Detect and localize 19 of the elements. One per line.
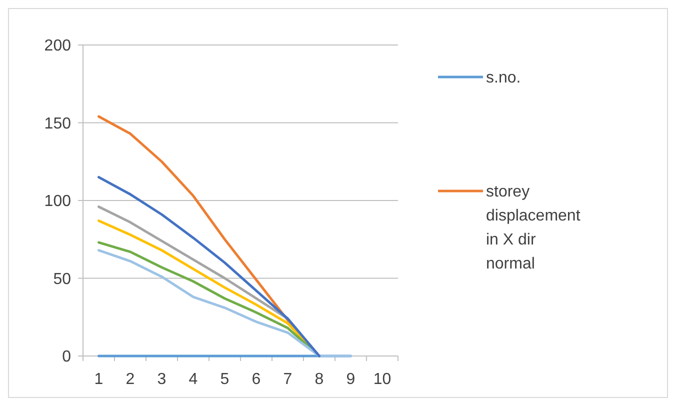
x-tick-label: 2	[126, 371, 135, 388]
y-tick-label: 200	[44, 38, 72, 55]
x-tick-label: 4	[188, 371, 198, 388]
y-tick-label: 50	[53, 270, 72, 288]
x-tick-label: 9	[346, 371, 356, 388]
line-series	[98, 176, 320, 358]
x-tick-label: 3	[157, 371, 166, 388]
y-tick-label: 0	[62, 348, 72, 366]
x-tick-label: 10	[373, 371, 392, 388]
legend-label: storey displacement in X dir normal	[486, 184, 581, 273]
x-tick-label: 5	[220, 371, 230, 388]
line-series	[98, 249, 352, 358]
x-tick-label: 1	[94, 371, 104, 388]
x-tick-label: 6	[252, 371, 261, 388]
y-tick-label: 150	[44, 115, 72, 132]
y-tick-label: 100	[44, 193, 72, 210]
legend-label: s.no.	[486, 70, 521, 87]
x-tick-label: 7	[283, 371, 292, 388]
x-tick-label: 8	[314, 371, 324, 388]
